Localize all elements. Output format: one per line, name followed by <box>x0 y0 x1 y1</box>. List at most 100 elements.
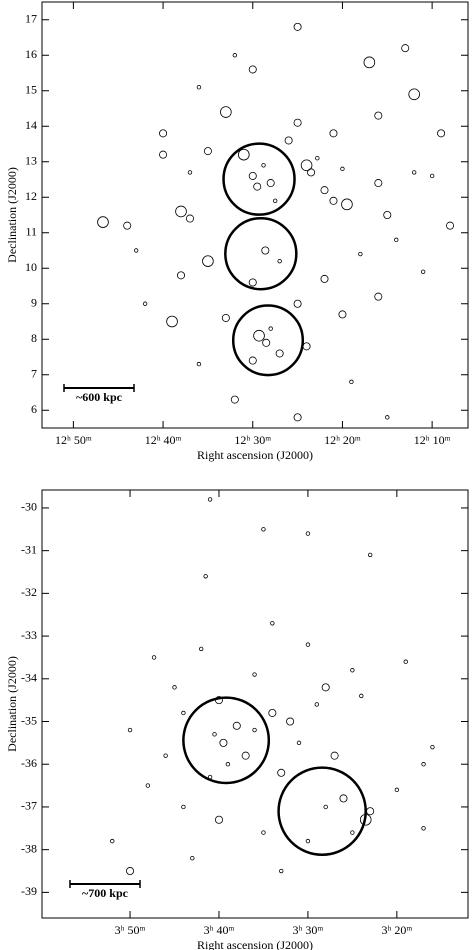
galaxy <box>394 787 400 793</box>
galaxy <box>374 292 383 301</box>
galaxy <box>196 361 202 367</box>
galaxy <box>420 269 426 274</box>
y-tick-label: -35 <box>21 713 37 727</box>
galaxy <box>220 106 232 118</box>
galaxy <box>237 148 250 161</box>
galaxy <box>394 237 399 243</box>
galaxy <box>305 642 311 647</box>
galaxy <box>366 807 375 816</box>
y-tick-label: 12 <box>25 189 37 203</box>
galaxy <box>350 830 355 835</box>
galaxy <box>261 163 266 168</box>
x-tick-label: 12ʰ 10ᵐ <box>414 433 451 447</box>
galaxy <box>166 315 178 328</box>
galaxy <box>284 136 293 145</box>
x-axis-label: Right ascension (J2000) <box>197 938 313 950</box>
galaxy <box>219 738 228 747</box>
y-tick-label: 7 <box>31 367 37 381</box>
galaxy <box>279 868 284 874</box>
galaxy <box>383 210 392 219</box>
galaxy <box>421 826 426 831</box>
galaxy <box>367 552 373 558</box>
galaxy <box>248 356 257 365</box>
galaxy <box>261 830 266 835</box>
galaxy <box>196 84 202 90</box>
galaxy <box>429 173 435 179</box>
region-circle <box>231 304 305 377</box>
galaxy <box>163 753 168 758</box>
galaxy <box>232 53 238 58</box>
y-tick-label: -37 <box>21 799 37 813</box>
galaxy <box>359 693 364 699</box>
galaxy <box>358 251 363 257</box>
galaxy <box>177 271 186 280</box>
galaxy <box>286 717 295 726</box>
x-tick-label: 3ʰ 20ᵐ <box>381 923 412 937</box>
galaxy <box>277 258 282 264</box>
galaxy <box>293 22 302 31</box>
galaxy <box>293 299 302 308</box>
galaxy <box>275 349 284 358</box>
scale-label: ~700 kpc <box>82 886 129 900</box>
y-tick-label: 14 <box>25 118 37 132</box>
scale-label: ~600 kpc <box>76 390 123 404</box>
y-tick-label: 11 <box>25 225 37 239</box>
galaxy <box>241 751 250 760</box>
galaxy <box>248 171 257 180</box>
galaxy <box>302 342 311 351</box>
galaxy <box>110 838 115 844</box>
galaxy <box>252 672 257 677</box>
y-axis-label: Declination (J2000) <box>5 656 19 752</box>
y-tick-label: -32 <box>21 585 37 599</box>
y-tick-label: 13 <box>25 154 37 168</box>
galaxy <box>430 744 435 750</box>
galaxy <box>175 205 187 218</box>
galaxy <box>323 804 328 810</box>
galaxy <box>320 274 329 283</box>
galaxy <box>330 751 339 760</box>
galaxy <box>411 170 417 175</box>
galaxy <box>329 129 338 138</box>
galaxy <box>305 838 311 844</box>
galaxy <box>341 198 353 211</box>
galaxy <box>142 301 148 306</box>
y-tick-label: -31 <box>21 542 37 556</box>
galaxy <box>314 702 320 707</box>
galaxy <box>230 395 239 404</box>
galaxy <box>145 783 151 788</box>
x-tick-label: 3ʰ 40ᵐ <box>204 923 235 937</box>
galaxy <box>277 768 286 777</box>
galaxy <box>300 159 313 172</box>
galaxy <box>159 150 168 159</box>
galaxy <box>268 326 273 331</box>
galaxy <box>212 732 217 737</box>
y-tick-label: 15 <box>25 83 37 97</box>
galaxy <box>374 179 383 188</box>
y-tick-label: -39 <box>21 884 37 898</box>
galaxy <box>293 413 302 422</box>
galaxy <box>181 804 186 810</box>
y-tick-label: 16 <box>25 47 37 61</box>
galaxy <box>207 497 213 502</box>
galaxy <box>214 696 223 705</box>
galaxy <box>127 727 133 733</box>
galaxy <box>270 621 275 626</box>
region-circle <box>222 142 296 216</box>
x-axis-label: Right ascension (J2000) <box>197 448 313 462</box>
y-tick-label: 10 <box>25 260 37 274</box>
galaxy <box>385 415 390 420</box>
galaxy <box>315 155 320 161</box>
galaxy <box>133 248 139 253</box>
galaxy <box>268 708 277 717</box>
galaxy <box>261 527 266 532</box>
galaxy <box>159 129 168 138</box>
galaxy <box>408 88 420 101</box>
galaxy <box>181 710 186 716</box>
galaxy <box>421 762 426 767</box>
galaxy <box>321 683 330 692</box>
galaxy <box>97 216 109 228</box>
plot-frame <box>41 489 469 919</box>
galaxy <box>296 740 302 746</box>
galaxy <box>252 727 257 733</box>
